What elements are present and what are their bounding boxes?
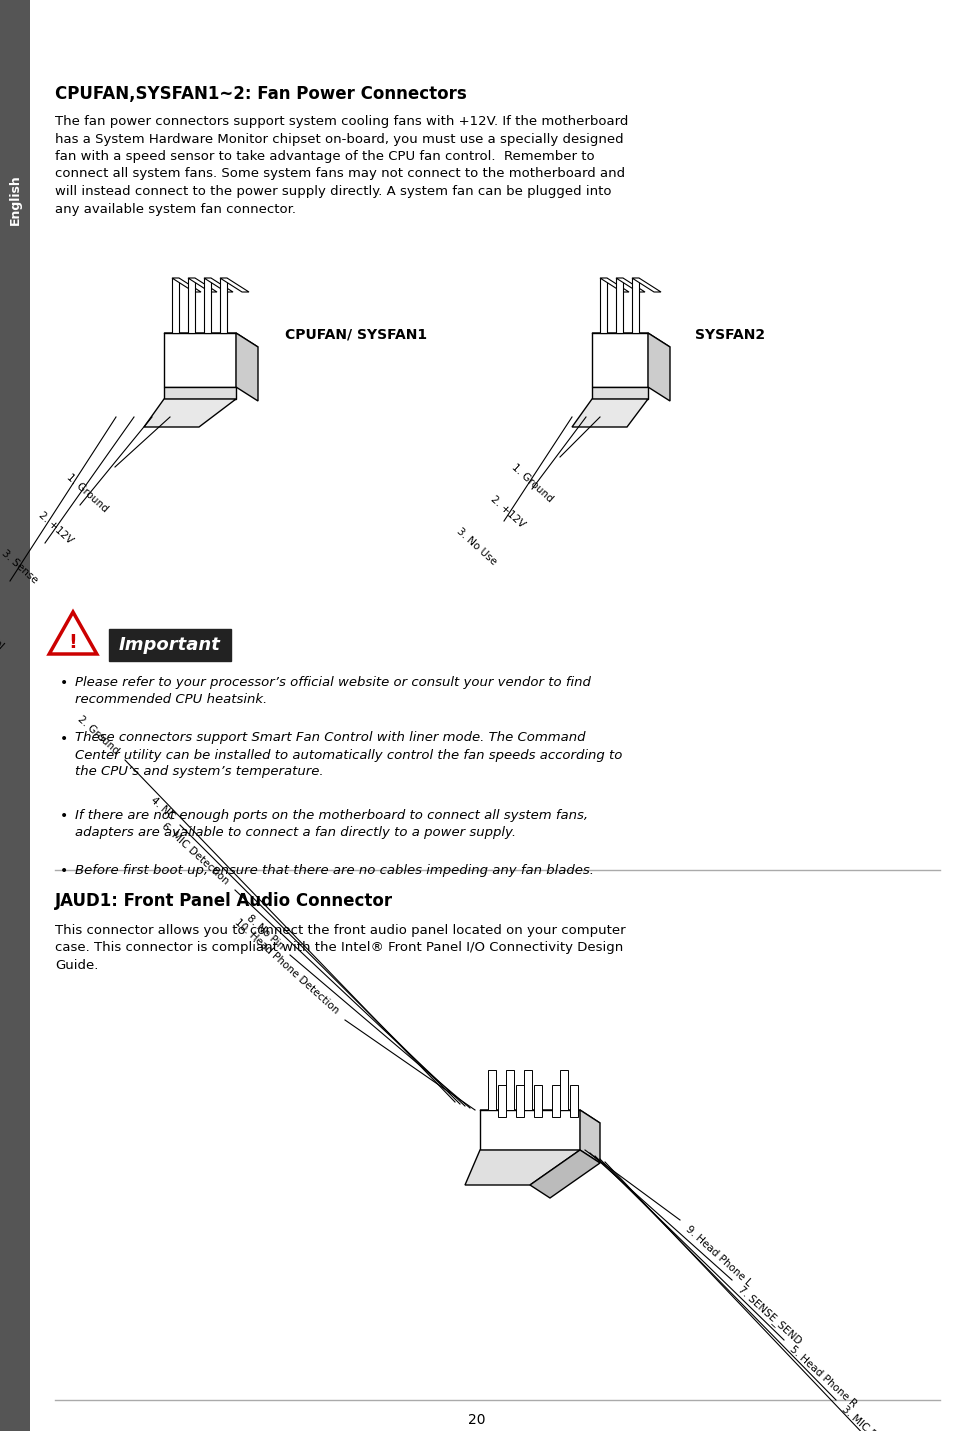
Polygon shape [188,278,194,333]
Polygon shape [569,1085,578,1116]
Polygon shape [631,278,639,333]
Polygon shape [599,278,606,333]
Text: CPUFAN/ SYSFAN1: CPUFAN/ SYSFAN1 [285,328,427,342]
Text: These connectors support Smart Fan Control with liner mode. The Command
Center u: These connectors support Smart Fan Contr… [75,731,621,778]
Polygon shape [488,1070,496,1110]
Text: 2. +12V: 2. +12V [488,494,526,529]
Polygon shape [534,1085,541,1116]
Text: 1. Ground: 1. Ground [65,472,110,514]
Text: SYSFAN2: SYSFAN2 [695,328,764,342]
Text: Before first boot up, ensure that there are no cables impeding any fan blades.: Before first boot up, ensure that there … [75,864,594,877]
Text: This connector allows you to connect the front audio panel located on your compu: This connector allows you to connect the… [55,924,625,972]
Polygon shape [164,333,257,346]
Text: 6. MIC Detection: 6. MIC Detection [160,821,231,886]
FancyBboxPatch shape [109,630,231,661]
Text: 3. MIC R: 3. MIC R [840,1404,878,1431]
Polygon shape [505,1070,514,1110]
Text: 2. +12V: 2. +12V [37,509,75,545]
Polygon shape [235,333,257,401]
Text: •: • [60,809,69,823]
Polygon shape [479,1110,579,1151]
Polygon shape [188,278,216,292]
Polygon shape [172,278,201,292]
Polygon shape [172,278,179,333]
Polygon shape [464,1151,579,1185]
Text: 3. No Use: 3. No Use [455,527,498,567]
Polygon shape [592,333,669,346]
Text: 1. Ground: 1. Ground [509,462,555,504]
Polygon shape [579,1110,599,1163]
Text: English: English [9,175,22,225]
Text: If there are not enough ports on the motherboard to connect all system fans,
ada: If there are not enough ports on the mot… [75,809,587,839]
Text: 9. Head Phone L: 9. Head Phone L [683,1224,753,1288]
Polygon shape [572,399,647,426]
Text: Please refer to your processor’s official website or consult your vendor to find: Please refer to your processor’s officia… [75,675,590,705]
Text: JAUD1: Front Panel Audio Connector: JAUD1: Front Panel Audio Connector [55,892,393,910]
Text: 4. Speed Control: 4. Speed Control [0,587,5,651]
Text: •: • [60,731,69,746]
Polygon shape [599,278,628,292]
Text: The fan power connectors support system cooling fans with +12V. If the motherboa: The fan power connectors support system … [55,114,628,216]
Text: Important: Important [119,635,221,654]
Text: •: • [60,675,69,690]
Polygon shape [204,278,233,292]
Polygon shape [164,333,235,386]
Polygon shape [497,1085,505,1116]
Text: 10. Head Phone Detection: 10. Head Phone Detection [233,917,340,1016]
Polygon shape [616,278,622,333]
Text: 5. Head Phone R: 5. Head Phone R [787,1344,858,1410]
Polygon shape [631,278,660,292]
Text: !: ! [69,633,77,651]
Polygon shape [647,333,669,401]
Polygon shape [516,1085,523,1116]
Polygon shape [220,278,227,333]
Polygon shape [144,399,235,426]
Polygon shape [220,278,249,292]
Polygon shape [592,386,647,399]
Polygon shape [559,1070,567,1110]
Polygon shape [530,1151,599,1198]
Polygon shape [616,278,644,292]
Polygon shape [204,278,211,333]
Text: 8. No Pin: 8. No Pin [245,913,286,952]
Text: 20: 20 [468,1412,485,1427]
Polygon shape [50,612,96,654]
Polygon shape [552,1085,559,1116]
Text: 7. SENSE_SEND: 7. SENSE_SEND [735,1284,803,1347]
Polygon shape [479,1110,599,1123]
Text: 3. Sense: 3. Sense [0,548,40,585]
Text: •: • [60,864,69,879]
Bar [0,0,30,1431]
Polygon shape [523,1070,532,1110]
Text: 2. Ground: 2. Ground [76,714,121,756]
Polygon shape [164,386,235,399]
Text: 4. NC: 4. NC [148,794,175,821]
Text: CPUFAN,SYSFAN1~2: Fan Power Connectors: CPUFAN,SYSFAN1~2: Fan Power Connectors [55,84,466,103]
FancyBboxPatch shape [0,0,30,371]
Polygon shape [592,333,647,386]
